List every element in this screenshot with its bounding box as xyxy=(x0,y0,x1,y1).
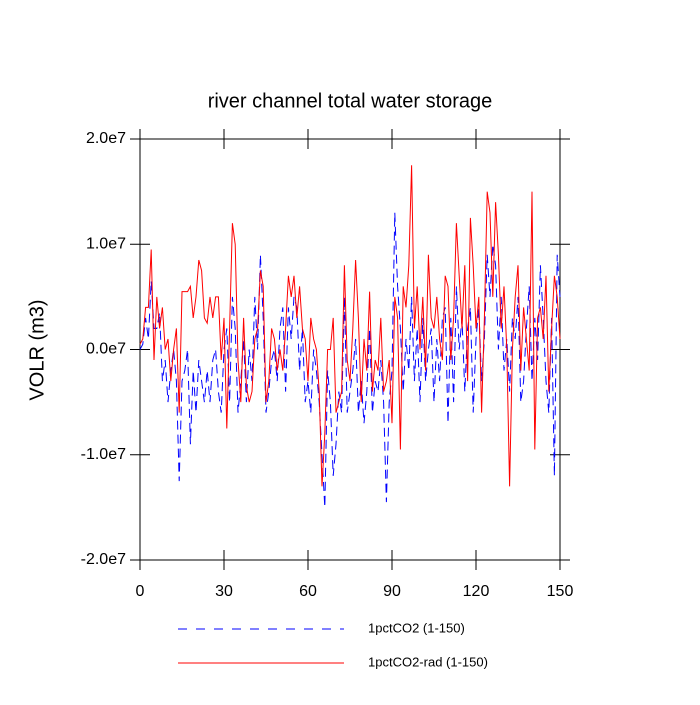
y-tick-label: 2.0e7 xyxy=(86,130,126,147)
y-tick-label: -2.0e7 xyxy=(81,551,126,568)
x-tick-label: 0 xyxy=(136,583,145,600)
series-line xyxy=(139,212,561,508)
legend-label: 1pctCO2 (1-150) xyxy=(368,620,465,635)
y-tick-label: 0.0e7 xyxy=(86,341,126,358)
y-tick-label: 1.0e7 xyxy=(86,235,126,252)
legend-label: 1pctCO2-rad (1-150) xyxy=(368,654,488,669)
plot-frame xyxy=(139,138,561,561)
y-tick-label: -1.0e7 xyxy=(81,446,126,463)
x-tick-label: 90 xyxy=(383,583,401,600)
x-tick-label: 150 xyxy=(547,583,574,600)
x-tick-label: 120 xyxy=(463,583,490,600)
x-tick-label: 30 xyxy=(215,583,233,600)
series-line xyxy=(139,165,561,487)
y-axis-label: VOLR (m3) xyxy=(26,299,48,400)
x-tick-label: 60 xyxy=(299,583,317,600)
chart-title: river channel total water storage xyxy=(208,90,493,112)
